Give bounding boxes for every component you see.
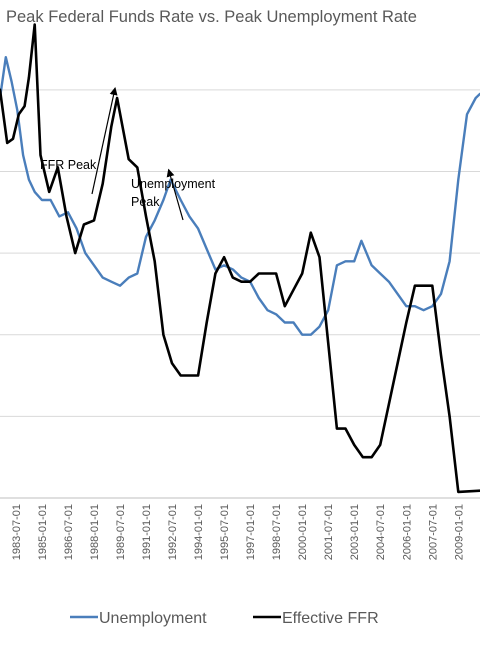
x-tick-label: 1995-07-01 (219, 504, 231, 560)
x-tick-label: 1989-07-01 (115, 504, 127, 560)
gridlines (0, 89, 480, 499)
x-tick-label: 1985-01-01 (37, 504, 49, 560)
legend: Unemployment Effective FFR (70, 610, 379, 627)
series-layer (0, 23, 480, 494)
annotations: FFR PeakUnemploymentPeak (40, 87, 216, 221)
series-line-effective-ffr (0, 23, 480, 494)
x-tick-label: 1998-07-01 (271, 504, 283, 560)
x-tick-label: 2000-01-01 (297, 504, 309, 560)
series-line-unemployment (0, 56, 480, 336)
annotation-label: Peak (131, 195, 160, 209)
x-tick-label: 1991-01-01 (141, 504, 153, 560)
chart-title: Peak Federal Funds Rate vs. Peak Unemplo… (6, 8, 417, 26)
x-axis: 1983-07-01 1985-01-01 1986-07-01 1988-01-01… (11, 504, 465, 560)
annotation-label: FFR Peak (40, 158, 97, 172)
x-tick-label: 2006-01-01 (401, 504, 413, 560)
x-tick-label: 1986-07-01 (63, 504, 75, 560)
annotation-arrow (91, 87, 118, 195)
x-tick-label: 2004-07-01 (375, 504, 387, 560)
x-tick-label: 2007-07-01 (427, 504, 439, 560)
x-tick-label: 2009-01-01 (453, 504, 465, 560)
x-tick-label: 1994-01-01 (193, 504, 205, 560)
x-tick-label: 1983-07-01 (11, 504, 23, 560)
x-tick-label: 1992-07-01 (167, 504, 179, 560)
x-tick-label: 1997-01-01 (245, 504, 257, 560)
x-tick-label: 2001-07-01 (323, 504, 335, 560)
legend-label: Unemployment (99, 610, 207, 627)
x-tick-label: 1988-01-01 (89, 504, 101, 560)
annotation-arrow (166, 168, 184, 221)
legend-label: Effective FFR (282, 610, 379, 627)
x-tick-label: 2003-01-01 (349, 504, 361, 560)
